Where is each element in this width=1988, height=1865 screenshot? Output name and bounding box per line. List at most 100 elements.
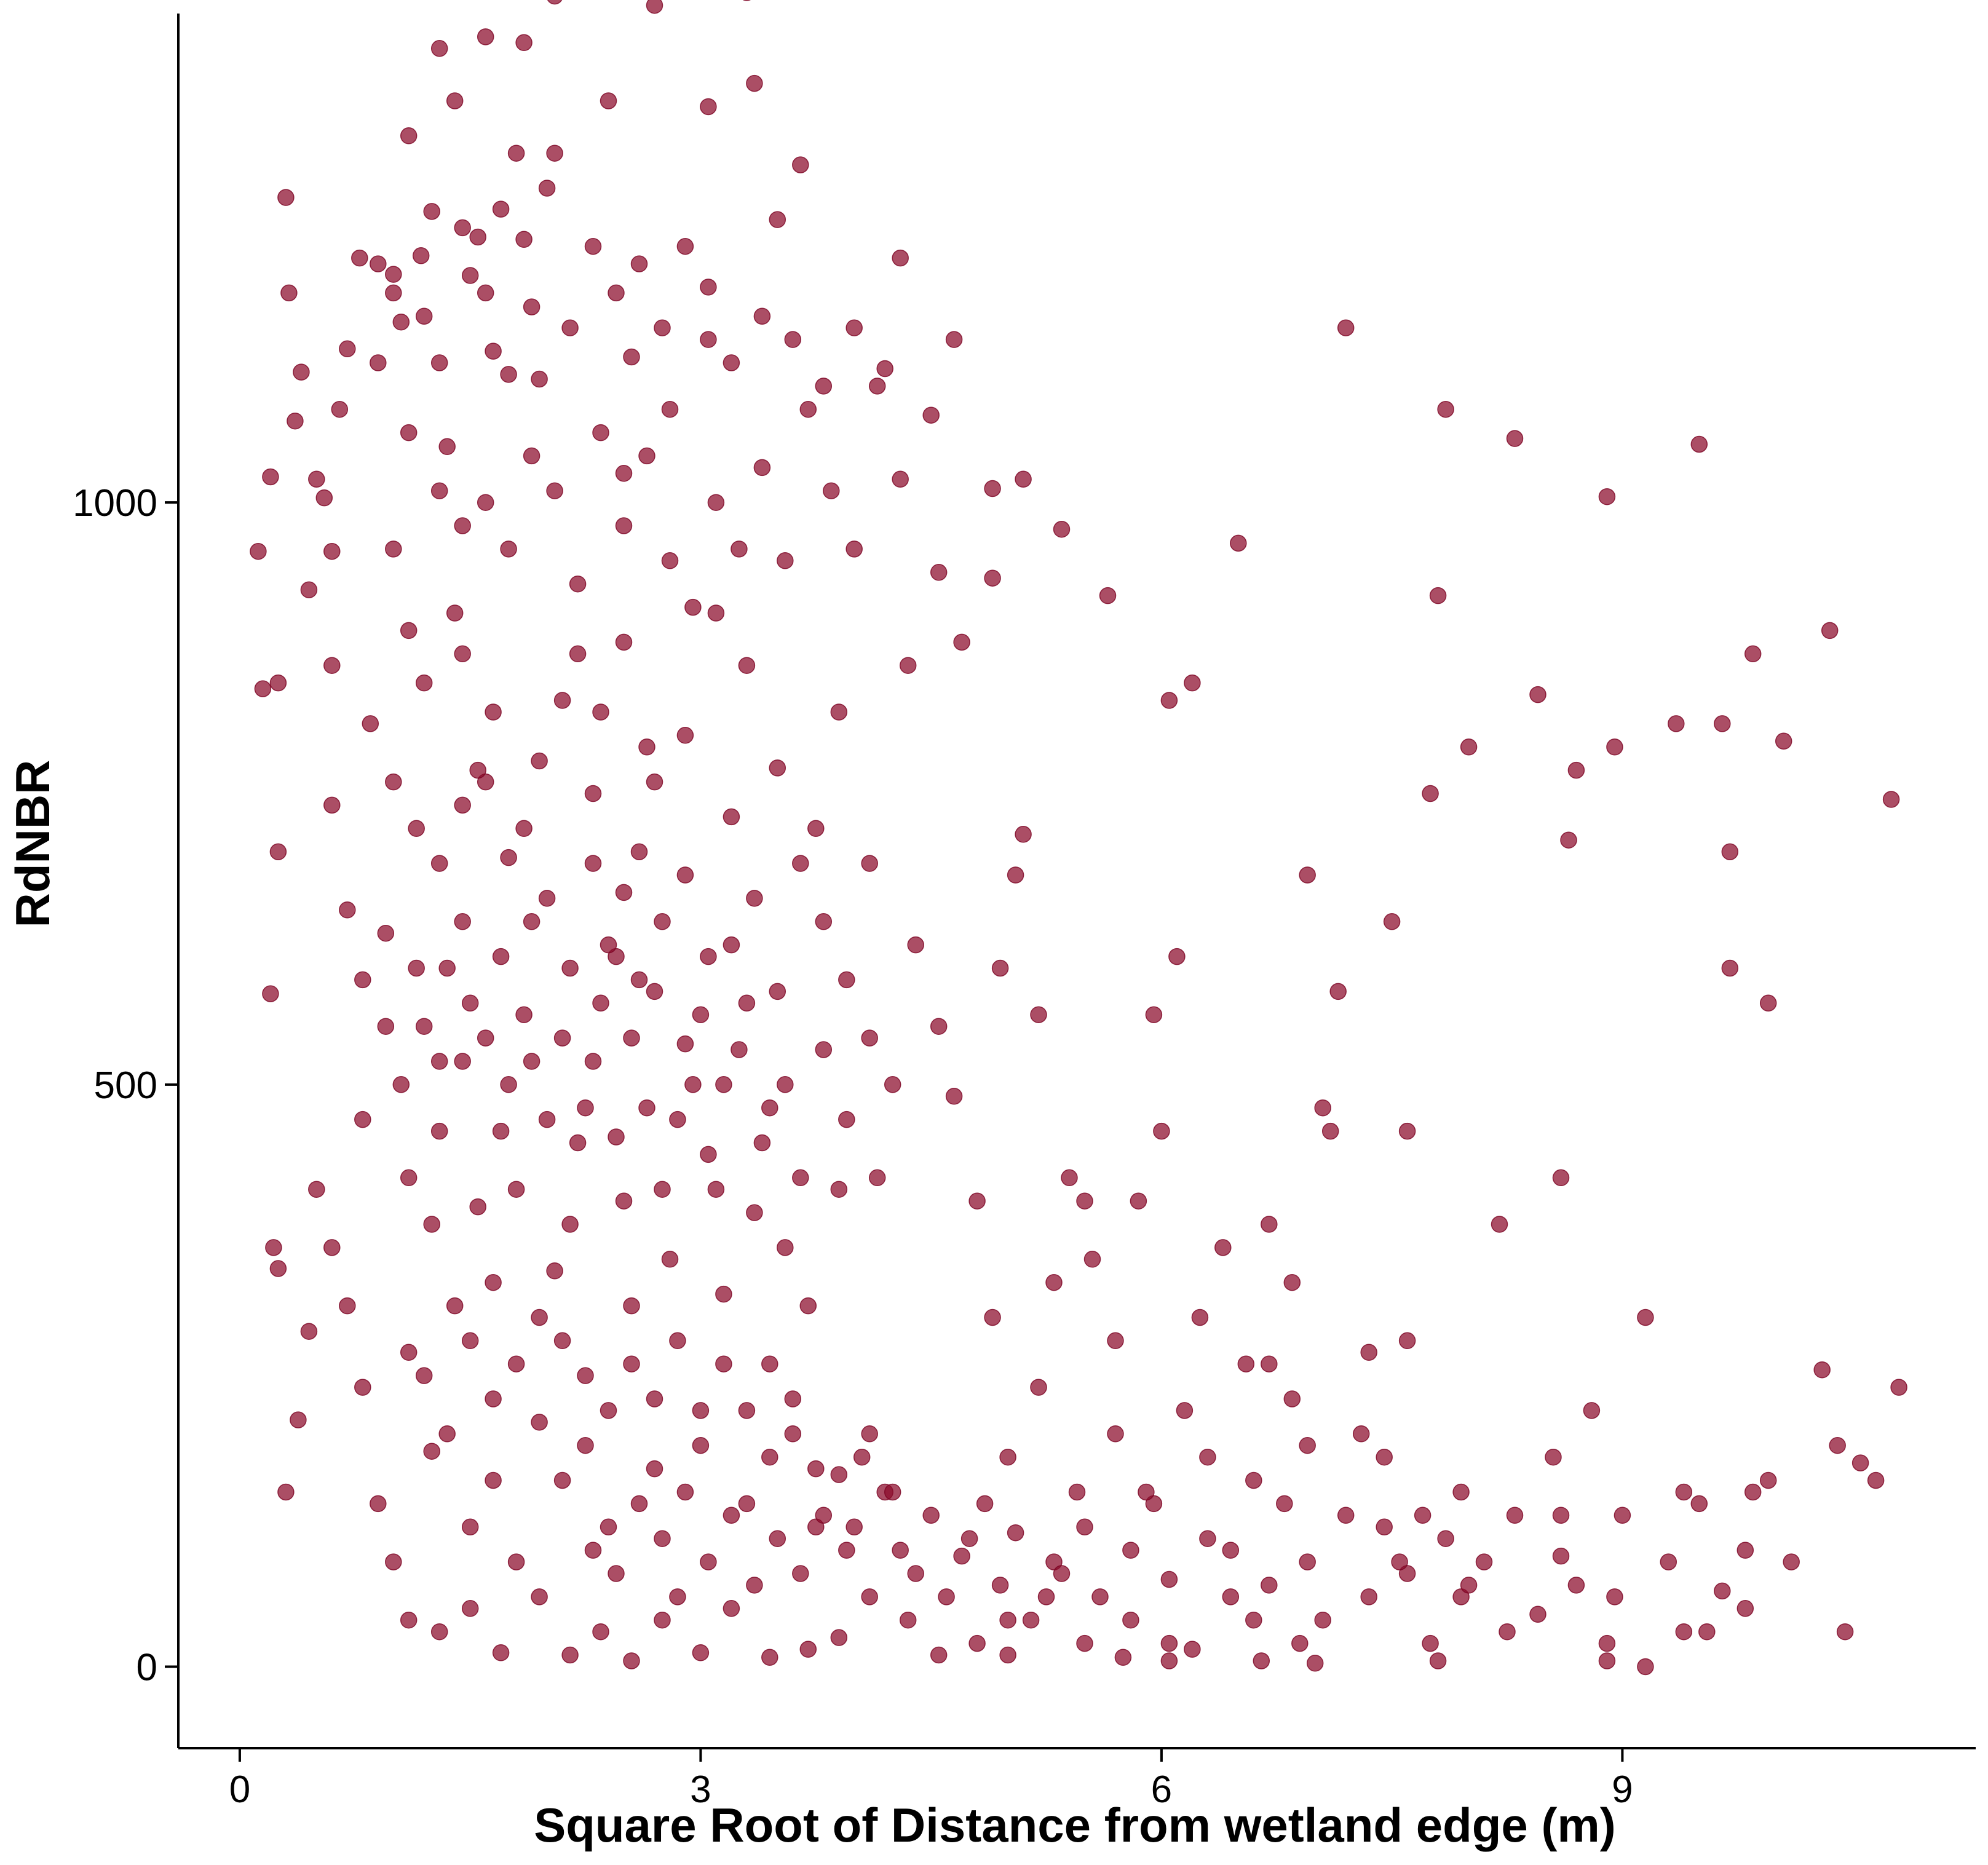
- data-point: [354, 1379, 371, 1396]
- data-point: [784, 1390, 802, 1408]
- data-point: [323, 796, 341, 814]
- data-point: [861, 1588, 878, 1606]
- data-point: [815, 1507, 833, 1524]
- data-point: [830, 1181, 848, 1198]
- data-point: [500, 1076, 517, 1093]
- data-point: [700, 1553, 717, 1570]
- data-point: [884, 1483, 901, 1501]
- data-point: [507, 1181, 525, 1198]
- data-points: [250, 0, 1907, 1676]
- data-point: [746, 1204, 763, 1221]
- data-point: [845, 1518, 863, 1536]
- y-tick-label: 1000: [73, 482, 157, 525]
- data-point: [838, 1111, 855, 1128]
- data-point: [615, 465, 633, 482]
- data-point: [892, 1542, 909, 1559]
- data-point: [1015, 470, 1032, 488]
- data-point: [845, 540, 863, 558]
- data-point: [1045, 1273, 1063, 1291]
- data-point: [1160, 1634, 1178, 1652]
- data-point: [1882, 791, 1900, 808]
- data-point: [1337, 1507, 1355, 1524]
- data-point: [830, 1466, 848, 1483]
- data-point: [430, 1623, 448, 1641]
- data-point: [1122, 1542, 1139, 1559]
- data-point: [262, 985, 279, 1002]
- data-point: [538, 890, 556, 907]
- data-point: [1168, 948, 1186, 965]
- data-point: [430, 40, 448, 57]
- data-point: [738, 657, 756, 674]
- data-point: [1230, 534, 1247, 552]
- data-point: [415, 1018, 433, 1035]
- data-point: [546, 482, 563, 499]
- data-point: [1414, 1507, 1432, 1524]
- data-point: [561, 1646, 579, 1664]
- data-point: [454, 796, 471, 814]
- data-point: [415, 674, 433, 692]
- data-point: [838, 971, 855, 989]
- data-point: [461, 1518, 479, 1536]
- data-point: [984, 1309, 1001, 1326]
- data-point: [753, 1134, 771, 1152]
- data-point: [707, 494, 725, 511]
- data-point: [1160, 1652, 1178, 1669]
- data-point: [507, 145, 525, 162]
- data-point: [1299, 1436, 1316, 1454]
- data-point: [922, 1507, 940, 1524]
- data-point: [531, 1414, 548, 1431]
- data-point: [1398, 1122, 1416, 1140]
- data-point: [922, 406, 940, 424]
- x-tick-label: 6: [1151, 1768, 1172, 1811]
- data-point: [884, 1076, 901, 1093]
- y-axis-title: RdNBR: [6, 760, 60, 928]
- data-point: [692, 1436, 710, 1454]
- data-point: [815, 913, 833, 930]
- data-point: [600, 92, 617, 109]
- data-point: [1783, 1553, 1800, 1570]
- data-point: [531, 370, 548, 388]
- data-point: [938, 1588, 955, 1606]
- data-point: [731, 1041, 748, 1058]
- data-point: [1506, 430, 1524, 447]
- data-point: [523, 447, 541, 465]
- data-point: [577, 1436, 594, 1454]
- data-point: [477, 1029, 494, 1047]
- data-point: [1460, 738, 1478, 756]
- data-point: [1091, 1588, 1109, 1606]
- data-point: [492, 1122, 510, 1140]
- data-point: [300, 1323, 318, 1340]
- data-point: [362, 715, 379, 732]
- data-point: [1552, 1507, 1570, 1524]
- data-point: [454, 645, 471, 663]
- data-point: [1821, 622, 1839, 639]
- data-point: [853, 1448, 871, 1466]
- data-point: [707, 1181, 725, 1198]
- data-point: [623, 1029, 640, 1047]
- data-point: [615, 1192, 633, 1210]
- data-point: [515, 820, 533, 837]
- data-point: [1015, 826, 1032, 843]
- data-point: [968, 1634, 986, 1652]
- data-point: [930, 1646, 948, 1664]
- data-point: [477, 28, 494, 46]
- data-point: [1775, 732, 1792, 750]
- data-point: [287, 412, 304, 430]
- data-point: [500, 366, 517, 383]
- data-point: [423, 1443, 440, 1460]
- data-point: [991, 1577, 1009, 1594]
- data-point: [1660, 1553, 1677, 1570]
- data-point: [477, 494, 494, 511]
- data-point: [538, 180, 556, 197]
- data-point: [615, 884, 633, 901]
- data-point: [561, 959, 579, 977]
- data-point: [738, 1495, 756, 1513]
- data-point: [415, 1367, 433, 1384]
- data-point: [569, 645, 587, 663]
- data-point: [630, 843, 648, 860]
- data-point: [385, 284, 402, 302]
- data-point: [1199, 1448, 1216, 1466]
- data-point: [1606, 1588, 1623, 1606]
- data-point: [250, 542, 267, 560]
- data-point: [868, 378, 886, 395]
